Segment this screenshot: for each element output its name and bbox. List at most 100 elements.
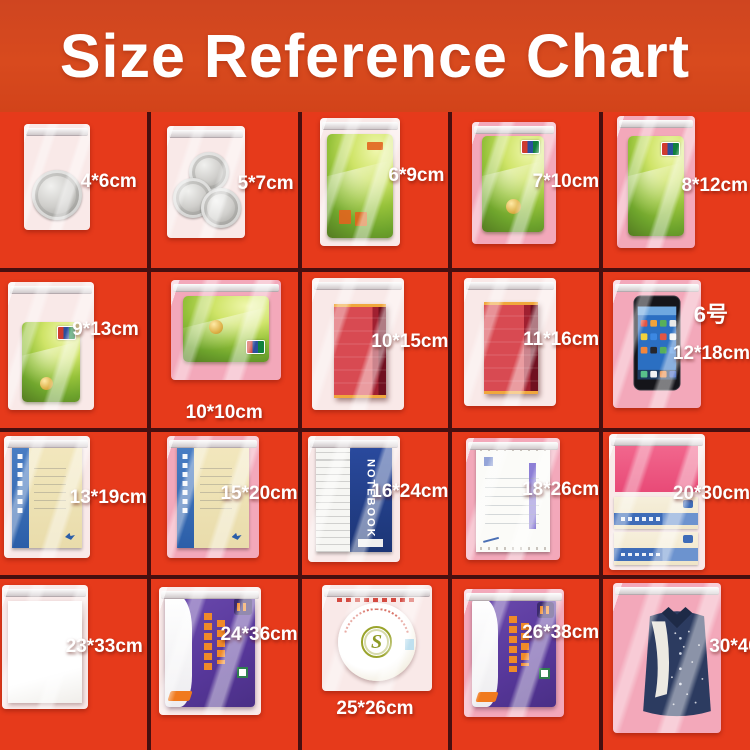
bank-card-icon <box>22 322 80 402</box>
ziplock-bag <box>464 589 565 717</box>
size-cell-12x18: 6号 12*18cm <box>603 272 750 428</box>
card-swoosh <box>628 160 685 235</box>
gold-coin-icon <box>506 199 522 214</box>
size-cell-10x15: 10*15cm <box>301 272 449 428</box>
ziplock-bag <box>617 116 696 248</box>
size-label: 12*18cm <box>672 343 750 364</box>
cream-box-icon <box>613 531 699 565</box>
size-label: 15*20cm <box>220 483 298 504</box>
invoice-text-lines <box>485 477 539 527</box>
envelope-text <box>521 622 530 666</box>
size-cell-23x33: 23*33cm <box>0 579 147 750</box>
size-label: 11*16cm <box>523 329 600 350</box>
card-sticker <box>366 142 383 150</box>
book-logo-icon <box>231 532 242 540</box>
gold-coin-icon <box>208 320 223 334</box>
ziplock-bag <box>311 278 404 410</box>
size-label: 7*10cm <box>532 171 600 192</box>
notebook-cover: NOTEBOOK <box>349 446 392 552</box>
size-label: 20*30cm <box>672 483 750 504</box>
size-cell-16x24: NOTEBOOK 16*24cm <box>301 432 449 575</box>
ziplock-bag <box>158 587 261 715</box>
envelope-corner-tab <box>234 598 253 616</box>
envelope-text <box>204 612 213 672</box>
red-box-icon <box>484 302 539 394</box>
disc-tag <box>405 638 415 650</box>
ziplock-bag <box>613 583 722 733</box>
size-label: 9*13cm <box>72 319 139 340</box>
courier-logo-icon <box>167 691 193 702</box>
size-label: 4*6cm <box>80 171 137 192</box>
bank-card-icon <box>482 136 545 232</box>
book-text-lines <box>199 468 233 510</box>
ziplock-bag <box>472 122 557 244</box>
book-text-lines <box>34 468 66 510</box>
ziplock-bag <box>8 282 94 410</box>
envelope-text <box>509 616 518 673</box>
invoice-signature <box>481 529 500 544</box>
size-cell-6x9: 6*9cm <box>301 112 449 268</box>
box-logo <box>683 499 694 508</box>
size-cell-4x6: 4*6cm <box>0 112 147 268</box>
notebook-pages <box>315 446 350 552</box>
size-grid: 4*6cm 5*7cm 6*9cm <box>0 112 750 750</box>
size-label: 6*9cm <box>388 165 445 186</box>
tea-cake-disc-icon: S <box>337 603 416 681</box>
red-box-icon <box>333 304 386 398</box>
pink-insert <box>614 443 698 493</box>
size-cell-24x36: 24*36cm <box>150 579 298 750</box>
book-spine <box>176 446 195 548</box>
unionpay-logo-icon <box>521 140 541 154</box>
invoice-stripe <box>528 462 536 529</box>
card-sticker <box>354 212 367 226</box>
size-cell-8x12: 8*12cm <box>603 112 750 268</box>
size-cell-18x26: 18*26cm <box>452 432 600 575</box>
ziplock-bag <box>466 438 561 560</box>
page-title: Size Reference Chart <box>59 21 691 90</box>
box-blue-band <box>613 548 699 561</box>
ziplock-bag <box>166 126 245 238</box>
header-banner: Size Reference Chart <box>0 0 750 112</box>
folded-shirt-icon <box>643 607 712 717</box>
size-label: 8*12cm <box>681 175 748 196</box>
ziplock-bag <box>609 434 706 570</box>
envelope-text <box>216 619 225 665</box>
size-cell-15x20: 15*20cm <box>150 432 298 575</box>
size-cell-10x10: 10*10cm <box>150 272 298 428</box>
invoice-stamp <box>483 456 493 466</box>
ziplock-bag <box>319 118 400 246</box>
size-cell-7x10: 7*10cm <box>452 112 600 268</box>
size-label: 16*24cm <box>371 481 449 502</box>
card-swoosh <box>22 339 80 402</box>
unionpay-logo-icon <box>661 142 681 156</box>
size-label: 30*40cm <box>709 636 750 657</box>
disc-letter: S <box>371 630 383 653</box>
notebook-icon: NOTEBOOK <box>315 446 392 552</box>
envelope-flap <box>164 595 192 707</box>
book-spine <box>12 446 29 548</box>
unionpay-logo-icon <box>57 326 76 340</box>
ziplock-bag <box>170 280 281 380</box>
white-paper-icon <box>8 601 82 703</box>
cream-box-icon <box>613 496 699 530</box>
smartphone-icon <box>633 295 681 391</box>
bank-card-icon <box>326 134 393 238</box>
gold-coin-icon <box>40 377 53 390</box>
size-cell-9x13: 9*13cm <box>0 272 147 428</box>
ziplock-bag <box>4 436 90 558</box>
box-logo <box>683 535 694 544</box>
ziplock-bag <box>166 436 259 558</box>
ziplock-bag <box>613 280 702 408</box>
size-label: 10*10cm <box>185 402 263 423</box>
size-cell-13x19: 13*19cm <box>0 432 147 575</box>
book-icon <box>12 446 82 548</box>
size-cell-11x16: 11*16cm <box>452 272 600 428</box>
size-label: 13*19cm <box>69 487 147 508</box>
size-label: 25*26cm <box>336 698 414 719</box>
invoice-sheet-icon <box>476 446 551 552</box>
size-label: 26*38cm <box>522 622 600 643</box>
envelope-flap <box>472 599 498 707</box>
card-sticker <box>338 210 351 224</box>
box-blue-band <box>613 512 699 526</box>
courier-logo-icon <box>474 691 499 702</box>
